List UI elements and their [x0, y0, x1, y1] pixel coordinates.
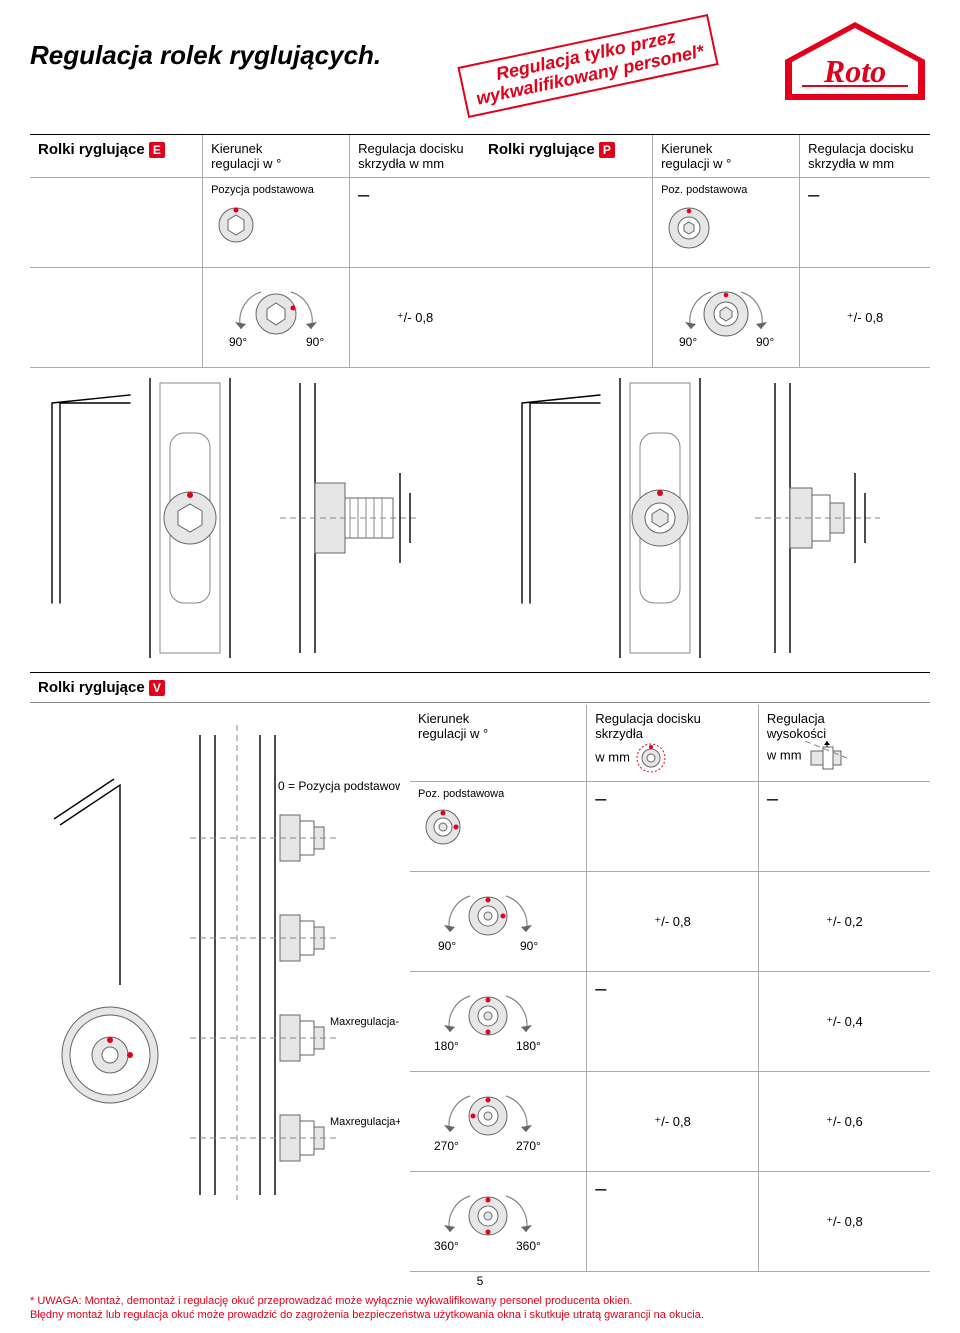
svg-text:Maxregulacja+ 0,8 mm: Maxregulacja+ 0,8 mm [330, 1116, 400, 1128]
svg-text:180°: 180° [516, 1039, 541, 1053]
v-cam-180: 180° 180° [418, 978, 558, 1056]
rotation-90-icon: 90° 90° [211, 274, 341, 354]
badge-v: V [149, 680, 165, 696]
side-profile-e [270, 373, 470, 663]
svg-text:360°: 360° [516, 1239, 541, 1253]
table-p-title: Rolki ryglujące [488, 141, 595, 158]
footer-line2: Błędny montaż lub regulacja okuć może pr… [30, 1308, 930, 1322]
v-r2-c3: ⁺/- 0,4 [758, 972, 930, 1072]
table-p-basepos: Poz. podstawowa [661, 184, 791, 196]
table-p-col2: Regulacja dociskuskrzydła w mm [800, 135, 930, 178]
table-e-title: Rolki ryglujące [38, 141, 145, 158]
roto-logo: Roto [780, 20, 930, 110]
v-r4-c3: ⁺/- 0,8 [758, 1172, 930, 1272]
page-number: 5 [30, 1274, 930, 1288]
cross-section-diagrams [30, 368, 930, 668]
height-cam-icon [805, 741, 849, 771]
svg-text:90°: 90° [679, 335, 697, 349]
svg-text:90°: 90° [306, 335, 324, 349]
v-r4-c2: – [587, 1172, 759, 1272]
v-r1-c2: ⁺/- 0,8 [587, 872, 759, 972]
page-title: Regulacja rolek ryglujących. [30, 40, 381, 71]
v-cam-270: 270° 270° [418, 1078, 558, 1156]
svg-text:0 = Pozycja podstawowa: 0 = Pozycja podstawowa [278, 779, 400, 793]
footer-line1: * UWAGA: Montaż, demontaż i regulację ok… [30, 1294, 930, 1308]
table-p: Rolki ryglujące P Kierunekregulacji w ° … [480, 135, 930, 368]
table-e-val: ⁺/- 0,8 [350, 268, 480, 368]
table-v: Kierunekregulacji w ° Regulacja dociskus… [410, 705, 930, 1272]
v-poz-label: Poz. podstawowa [418, 788, 578, 800]
svg-text:Maxregulacja- 0,8 mm: Maxregulacja- 0,8 mm [330, 1016, 400, 1028]
qualified-personnel-stamp: Regulacja tylko przez wykwalifikowany pe… [457, 14, 718, 118]
hex-cam-icon [211, 200, 261, 246]
svg-text:90°: 90° [756, 335, 774, 349]
v-diagram-column: 0 = Pozycja podstawowa [30, 705, 400, 1205]
rotation-90-icon: 90° 90° [661, 274, 791, 354]
round-cam-icon [661, 200, 717, 250]
press-cam-icon [634, 741, 668, 775]
v-r0-c3: – [758, 782, 930, 872]
table-p-col1: Kierunekregulacji w ° [653, 135, 800, 178]
svg-text:90°: 90° [520, 939, 538, 953]
svg-text:90°: 90° [438, 939, 456, 953]
svg-text:180°: 180° [434, 1039, 459, 1053]
table-e: Rolki ryglujące E Kierunekregulacji w ° … [30, 135, 480, 368]
table-v-title: Rolki ryglujące [38, 679, 145, 696]
table-v-col1: Kierunekregulacji w ° [410, 705, 587, 782]
v-r3-c3: ⁺/- 0,6 [758, 1072, 930, 1172]
v-r0-c2: – [587, 782, 759, 872]
allen-key-diagram-p-left [500, 373, 710, 663]
side-profile-p [750, 373, 920, 663]
v-cam-0 [418, 800, 468, 848]
table-e-col2: Regulacja dociskuskrzydła w mm [350, 135, 480, 178]
badge-e: E [149, 142, 165, 158]
table-p-dash: – [800, 178, 930, 268]
svg-text:270°: 270° [434, 1139, 459, 1153]
table-e-dash: – [350, 178, 480, 268]
badge-p: P [599, 142, 615, 158]
v-r1-c3: ⁺/- 0,2 [758, 872, 930, 972]
v-cam-360: 360° 360° [418, 1178, 558, 1256]
allen-key-diagram-e-left [30, 373, 240, 663]
v-r2-c2: – [587, 972, 759, 1072]
v-r3-c2: ⁺/- 0,8 [587, 1072, 759, 1172]
svg-text:360°: 360° [434, 1239, 459, 1253]
logo-text: Roto [823, 53, 886, 89]
table-p-val: ⁺/- 0,8 [800, 268, 930, 368]
svg-text:270°: 270° [516, 1139, 541, 1153]
table-e-col1: Kierunekregulacji w ° [203, 135, 350, 178]
v-cam-90: 90° 90° [418, 878, 558, 956]
svg-text:90°: 90° [229, 335, 247, 349]
table-e-basepos: Pozycja podstawowa [211, 184, 341, 196]
